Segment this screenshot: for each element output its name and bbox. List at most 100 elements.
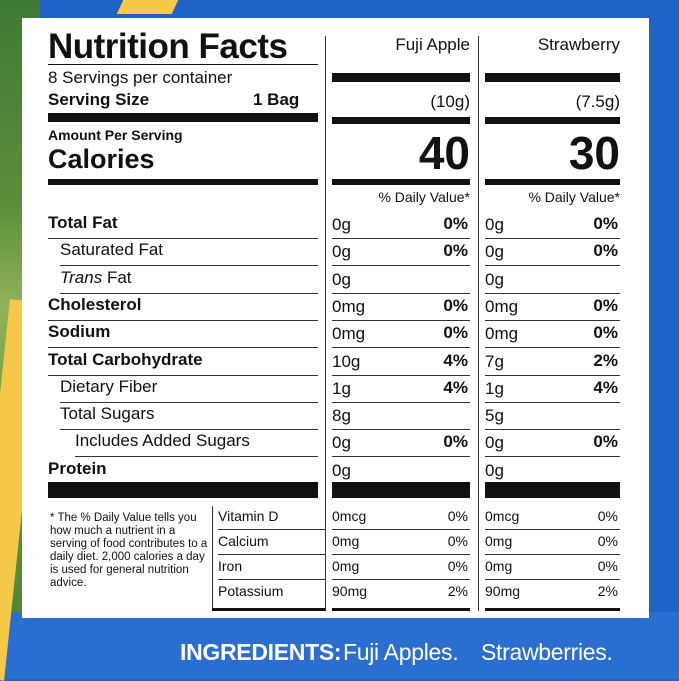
row-divider xyxy=(485,554,620,555)
nutrient-label: Trans Fat xyxy=(60,268,132,288)
nutrient-label-text: Total Carbohydrate xyxy=(48,349,203,369)
row-divider xyxy=(60,265,318,267)
nutrient-daily-value: 0% xyxy=(443,241,468,261)
nutrient-label-prefix: Trans xyxy=(60,267,103,287)
vitamin-daily-value: 0% xyxy=(447,533,468,549)
nutrient-amount: 0g xyxy=(332,215,351,234)
nutrient-amount: 0g xyxy=(485,269,504,289)
daily-value-header: % Daily Value* xyxy=(378,189,470,205)
row-divider xyxy=(332,401,470,403)
nutrient-amount: 0g xyxy=(485,433,504,453)
nutrient-label: Protein xyxy=(48,459,107,479)
nutrient-daily-value: 0% xyxy=(593,241,618,261)
nutrient-amount: 0g xyxy=(485,215,504,234)
ingredient-item: Fuji Apples. xyxy=(343,639,459,665)
nutrient-amount: 0mg xyxy=(485,324,519,344)
rule xyxy=(332,608,470,611)
vitamin-amount: 90mg xyxy=(332,583,368,599)
nutrient-amount: 0mg xyxy=(332,296,366,316)
row-divider xyxy=(485,579,620,580)
row-divider xyxy=(48,319,318,321)
nutrient-label: Total Sugars xyxy=(60,404,155,424)
row-divider xyxy=(332,265,470,267)
nutrient-amount: 1g xyxy=(485,378,504,398)
row-divider xyxy=(218,529,325,530)
vitamin-amount: 0mcg xyxy=(485,508,520,524)
row-divider xyxy=(332,292,470,294)
nutrient-amount: 0mg xyxy=(485,296,519,316)
nutrient-label-text: Saturated Fat xyxy=(60,240,164,260)
product-name: Fuji Apple xyxy=(395,35,470,54)
nutrient-label-text: Sodium xyxy=(48,322,111,342)
row-divider xyxy=(485,238,620,239)
row-divider xyxy=(332,347,470,349)
nutrient-amount: 0g xyxy=(332,242,351,262)
row-divider xyxy=(48,374,318,376)
nutrient-amount: 0g xyxy=(332,460,351,480)
nutrient-amount: 0g xyxy=(332,433,351,453)
row-divider xyxy=(485,529,620,530)
vitamin-daily-value: 0% xyxy=(447,508,468,524)
vitamin-label: Iron xyxy=(218,558,243,574)
nutrient-daily-value: 0% xyxy=(443,432,468,452)
nutrient-amount: 1g xyxy=(332,378,351,398)
nutrient-label-text: Includes Added Sugars xyxy=(75,431,250,451)
rule-thick xyxy=(485,73,620,82)
rule-thick xyxy=(48,113,318,122)
daily-value-header: % Daily Value* xyxy=(528,189,620,205)
rule-thick xyxy=(485,482,620,498)
ingredient-item: Strawberries. xyxy=(481,639,613,665)
row-divider xyxy=(332,429,470,431)
nutrient-amount: 0g xyxy=(485,242,504,262)
nutrient-daily-value: 0% xyxy=(593,323,618,343)
rule-medium xyxy=(485,179,620,185)
nutrient-label: Total Fat xyxy=(48,213,118,233)
vitamin-amount: 0mg xyxy=(485,558,513,574)
vitamin-amount: 0mg xyxy=(332,558,360,574)
row-divider xyxy=(332,529,470,530)
nutrient-daily-value: 4% xyxy=(443,377,468,397)
row-divider xyxy=(485,374,620,376)
vitamin-amount: 0mg xyxy=(485,533,513,549)
row-divider xyxy=(485,319,620,321)
footnote-divider xyxy=(212,506,213,611)
nutrient-daily-value: 0% xyxy=(593,214,618,233)
calories-label: Calories xyxy=(48,144,155,174)
vitamin-amount: 90mg xyxy=(485,583,521,599)
nutrient-label: Saturated Fat xyxy=(60,240,163,260)
row-divider xyxy=(60,429,318,431)
nutrient-amount: 8g xyxy=(332,406,351,426)
rule-medium xyxy=(332,179,470,185)
nutrient-label-text: Fat xyxy=(106,267,132,287)
rule-thick xyxy=(332,482,470,498)
nutrient-amount: 0mg xyxy=(332,324,366,344)
nutrient-label-text: Total Fat xyxy=(48,213,118,232)
ingredients-label: INGREDIENTS: xyxy=(180,639,342,665)
nutrient-label: Total Carbohydrate xyxy=(48,350,203,370)
row-divider xyxy=(48,347,318,349)
nutrient-amount: 10g xyxy=(332,351,361,371)
rule xyxy=(485,608,620,611)
amount-per-serving: Amount Per Serving xyxy=(48,127,183,143)
row-divider xyxy=(218,579,325,580)
row-divider xyxy=(332,456,470,458)
rule xyxy=(212,608,325,611)
vitamin-amount: 0mcg xyxy=(332,508,367,524)
rule xyxy=(48,64,318,65)
row-divider xyxy=(485,265,620,267)
nutrient-label-text: Total Sugars xyxy=(60,404,155,424)
serving-size-label: Serving Size xyxy=(48,90,150,109)
nutrient-daily-value: 4% xyxy=(593,377,618,397)
vitamin-label: Calcium xyxy=(218,533,269,549)
vitamin-daily-value: 2% xyxy=(597,583,618,599)
vitamin-daily-value: 2% xyxy=(447,583,468,599)
row-divider xyxy=(332,238,470,239)
nutrient-label: Cholesterol xyxy=(48,295,142,315)
nutrient-label-text: Cholesterol xyxy=(48,294,142,314)
row-divider xyxy=(332,579,470,580)
row-divider xyxy=(60,292,318,294)
row-divider xyxy=(332,319,470,321)
serving-size-value: 1 Bag xyxy=(253,90,300,109)
background-stripe xyxy=(116,0,179,14)
column-divider xyxy=(325,36,326,611)
